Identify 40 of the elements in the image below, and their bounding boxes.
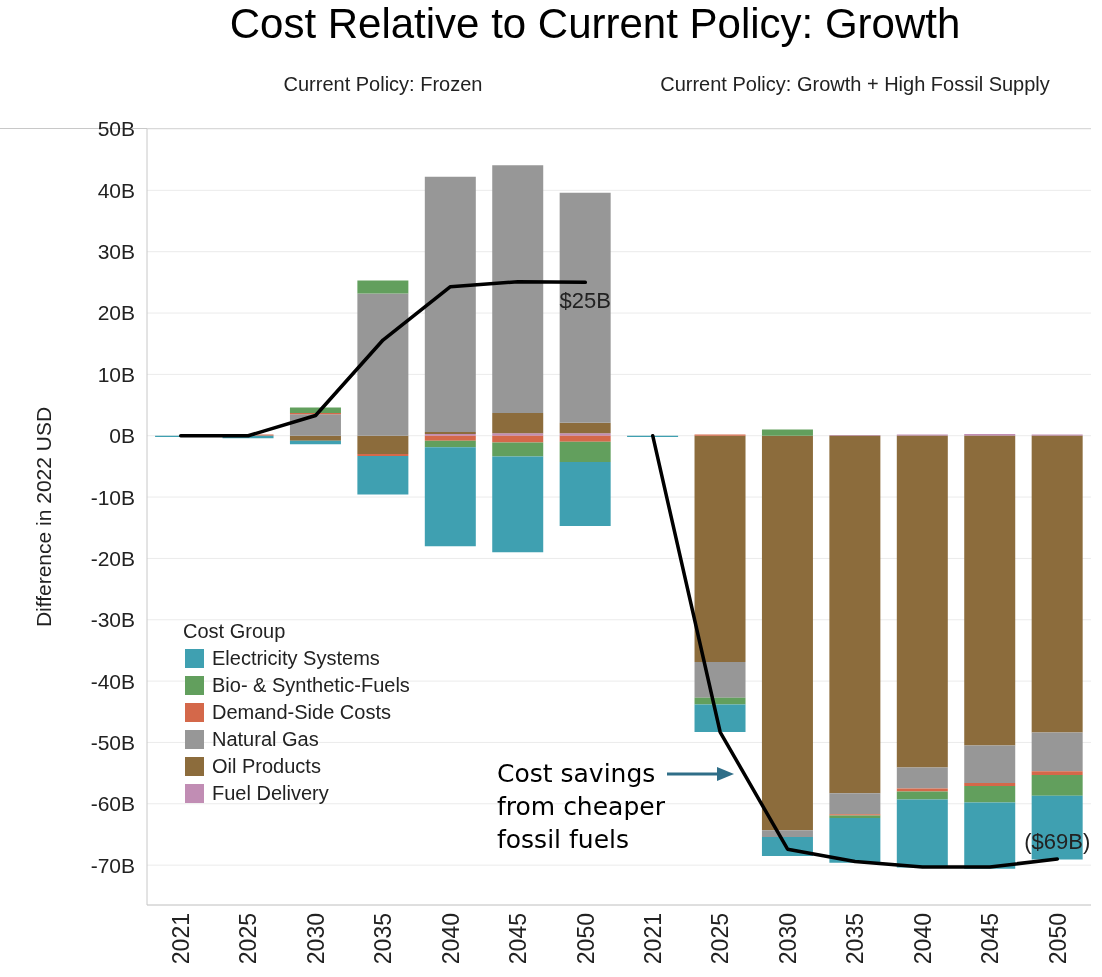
x-tick-label: 2050 [572, 913, 599, 965]
y-tick-label: 20B [97, 301, 135, 325]
y-tick-label: 10B [97, 362, 135, 386]
x-tick-label: 2050 [1044, 913, 1071, 965]
legend-label: Demand-Side Costs [212, 701, 391, 723]
y-tick-label: -50B [90, 730, 135, 754]
legend-label: Electricity Systems [212, 647, 380, 669]
annotation: $25B [559, 287, 611, 313]
legend-label: Oil Products [212, 755, 321, 777]
x-tick-label: 2025 [707, 913, 734, 965]
x-tick-label: 2040 [437, 913, 464, 965]
annotation: Cost savings from cheaper fossil fuels [497, 759, 665, 854]
x-tick-label: 2035 [370, 913, 397, 965]
y-tick-label: 30B [97, 240, 135, 264]
y-tick-label: -60B [90, 792, 135, 816]
x-tick-label: 2030 [774, 913, 801, 965]
y-axis-title: Difference in 2022 USD [31, 406, 55, 628]
legend-label: Fuel Delivery [212, 782, 329, 804]
y-tick-label: 40B [97, 178, 135, 202]
x-tick-label: 2021 [167, 913, 194, 965]
chart-subtitle: Current Policy: Frozen [283, 72, 483, 95]
x-tick-label: 2030 [302, 913, 329, 965]
x-tick-label: 2021 [639, 913, 666, 965]
y-tick-label: -30B [90, 608, 135, 632]
x-tick-label: 2045 [505, 913, 532, 965]
chart-title: Cost Relative to Current Policy: Growth [229, 0, 961, 47]
legend-label: Bio- & Synthetic-Fuels [212, 674, 410, 696]
chart-subtitle: Current Policy: Growth + High Fossil Supply [660, 72, 1050, 95]
x-tick-label: 2040 [909, 913, 936, 965]
y-tick-label: 50B [97, 117, 135, 141]
x-tick-label: 2045 [977, 913, 1004, 965]
y-tick-label: -40B [90, 669, 135, 693]
y-tick-label: -20B [90, 546, 135, 570]
y-tick-label: -10B [90, 485, 135, 509]
x-tick-label: 2035 [842, 913, 869, 965]
y-tick-label: -70B [90, 853, 135, 877]
y-tick-label: 0B [109, 424, 135, 448]
legend-label: Natural Gas [212, 728, 319, 750]
legend-title: Cost Group [183, 620, 286, 642]
x-tick-label: 2025 [235, 913, 262, 965]
